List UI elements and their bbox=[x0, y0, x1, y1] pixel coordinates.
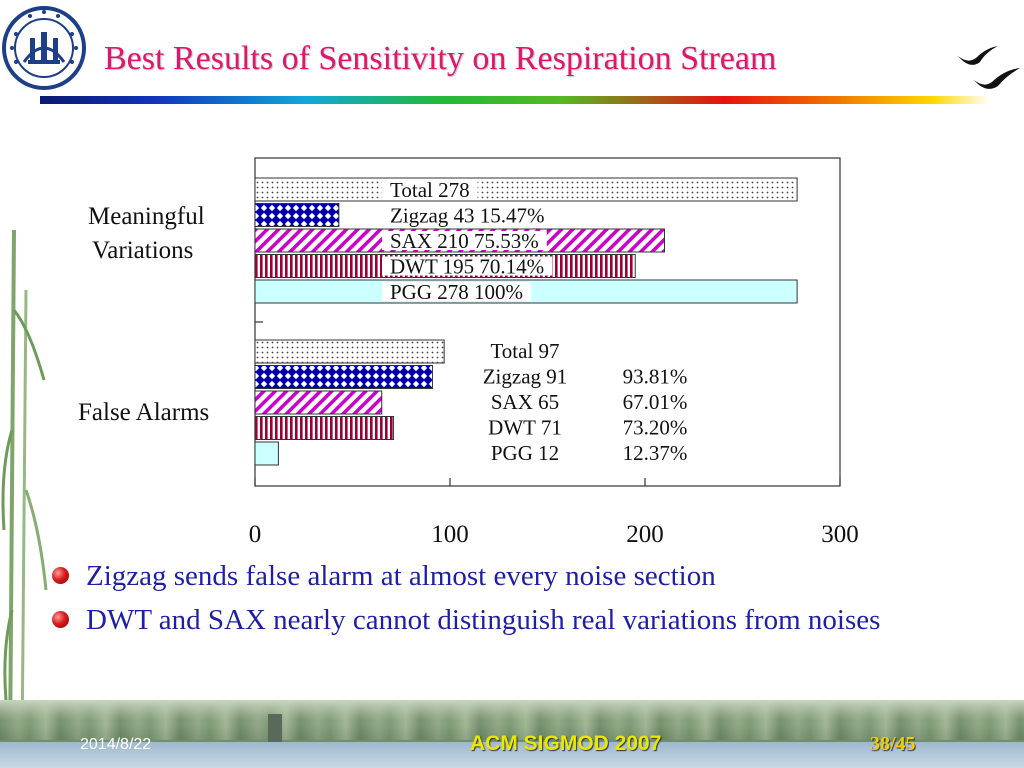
x-tick-label: 200 bbox=[626, 521, 664, 548]
footer-trees bbox=[0, 700, 1024, 740]
footer-date: 2014/8/22 bbox=[80, 736, 152, 753]
footer-landscape bbox=[0, 700, 1024, 768]
bar-label: Zigzag 91 bbox=[483, 365, 568, 389]
bar-label-background bbox=[382, 231, 547, 250]
bar-label: PGG 278 100% bbox=[390, 280, 523, 304]
bar-label: DWT 71 bbox=[488, 416, 562, 440]
bar-pgg bbox=[254, 441, 279, 466]
bar-total bbox=[254, 177, 798, 202]
bar-percent-label: 93.81% bbox=[623, 365, 688, 389]
bar-zigzag bbox=[254, 365, 433, 389]
bullet-item: Zigzag sends false alarm at almost every… bbox=[46, 555, 956, 597]
x-tick-label: 0 bbox=[249, 521, 262, 548]
bar-label: PGG 12 bbox=[491, 441, 559, 465]
bar-total bbox=[254, 339, 445, 364]
footer-conference: ACM SIGMOD 2007 bbox=[470, 732, 662, 755]
bamboo-decoration bbox=[1, 230, 48, 750]
bullet-text: Zigzag sends false alarm at almost every… bbox=[86, 560, 716, 592]
footer-lake bbox=[0, 742, 1024, 768]
bar-label-background bbox=[382, 205, 553, 225]
bar-dwt bbox=[254, 416, 394, 440]
x-tick-label: 100 bbox=[431, 521, 469, 548]
bar-percent-label: 67.01% bbox=[623, 390, 688, 414]
bar-label: Total 278 bbox=[390, 178, 470, 202]
bar-percent-label: 73.20% bbox=[623, 416, 688, 440]
bar-label: Total 97 bbox=[490, 339, 559, 363]
bullet-icon bbox=[52, 567, 69, 584]
bullet-text: DWT and SAX nearly cannot distinguish re… bbox=[86, 604, 881, 636]
bar-label: SAX 210 75.53% bbox=[390, 229, 539, 253]
category-label: Variations bbox=[92, 237, 193, 264]
bar-zigzag bbox=[254, 203, 340, 227]
bar-sax bbox=[254, 390, 383, 415]
x-tick-label: 300 bbox=[821, 521, 859, 548]
bar-label-background bbox=[382, 282, 532, 301]
bar-label: Zigzag 43 15.47% bbox=[390, 204, 545, 228]
bar-label: DWT 195 70.14% bbox=[390, 255, 544, 279]
bullet-list: Zigzag sends false alarm at almost every… bbox=[46, 555, 956, 643]
bar-percent-label: 12.37% bbox=[623, 441, 688, 465]
birds-icon bbox=[958, 46, 1020, 89]
slide-title: Best Results of Sensitivity on Respirati… bbox=[104, 40, 777, 77]
category-label: False Alarms bbox=[78, 399, 209, 426]
bar-label: SAX 65 bbox=[491, 390, 559, 414]
bullet-item: DWT and SAX nearly cannot distinguish re… bbox=[46, 599, 956, 641]
university-logo bbox=[2, 6, 86, 90]
footer-tower bbox=[268, 714, 282, 744]
title-divider bbox=[40, 96, 990, 104]
bar-label-background bbox=[382, 180, 478, 199]
bullet-icon bbox=[52, 611, 69, 628]
footer-page-number: 38/45 bbox=[870, 733, 916, 755]
bar-label-background bbox=[382, 256, 553, 276]
category-label: Meaningful bbox=[88, 203, 205, 230]
